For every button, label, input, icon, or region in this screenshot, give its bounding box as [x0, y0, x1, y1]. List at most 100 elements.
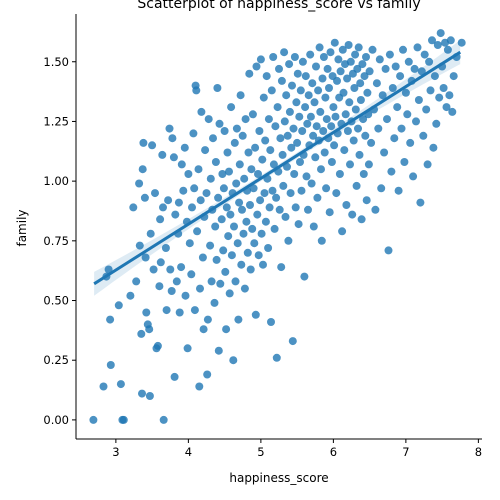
data-point — [255, 127, 264, 135]
data-point — [177, 160, 186, 169]
data-point — [435, 93, 444, 102]
data-point — [322, 184, 331, 193]
data-point — [346, 57, 355, 66]
data-point — [260, 189, 269, 198]
data-point — [114, 301, 123, 310]
data-point — [196, 196, 205, 205]
data-point — [377, 184, 386, 193]
data-point — [151, 189, 159, 198]
data-point — [229, 356, 238, 365]
data-point — [300, 272, 309, 281]
data-point — [279, 181, 288, 190]
data-point — [426, 86, 435, 95]
data-point — [346, 160, 354, 169]
data-point — [138, 165, 147, 174]
data-point — [161, 244, 170, 252]
data-point — [404, 57, 413, 66]
data-point — [267, 86, 276, 95]
data-point — [164, 196, 173, 205]
regression-line-layer — [93, 50, 462, 286]
data-point — [356, 96, 365, 104]
data-point — [179, 186, 188, 195]
data-point — [422, 105, 431, 114]
data-point — [138, 389, 146, 398]
data-point — [312, 122, 321, 131]
data-point — [207, 277, 216, 286]
data-point — [448, 107, 457, 116]
data-point — [439, 84, 448, 92]
x-axis-ticks: 3 4 5 6 7 8 — [112, 439, 482, 459]
data-point — [245, 69, 254, 78]
data-point — [175, 308, 184, 317]
data-point — [247, 165, 256, 174]
data-point — [310, 98, 319, 107]
data-point — [184, 170, 193, 178]
data-point — [226, 210, 235, 219]
data-point — [350, 84, 359, 92]
data-point — [428, 36, 436, 45]
data-point — [319, 127, 328, 135]
data-point — [219, 184, 228, 193]
data-point — [381, 64, 390, 73]
data-point — [119, 415, 128, 424]
data-point — [106, 315, 115, 324]
data-point — [261, 136, 270, 145]
data-point — [270, 224, 279, 233]
data-point — [199, 325, 208, 334]
data-point — [230, 138, 239, 147]
data-point — [338, 227, 347, 236]
data-point — [311, 153, 320, 162]
data-point — [307, 179, 316, 188]
data-point — [309, 222, 318, 231]
data-point — [282, 91, 291, 100]
data-point — [169, 153, 178, 162]
data-point — [342, 201, 351, 209]
data-point — [291, 203, 300, 212]
data-point — [198, 253, 207, 262]
data-point — [155, 282, 164, 291]
data-point — [384, 246, 393, 255]
x-tick-label: 3 — [112, 445, 119, 459]
data-point — [252, 62, 261, 71]
data-point — [233, 239, 242, 248]
data-point — [166, 265, 175, 274]
data-point — [293, 138, 302, 147]
y-tick-label: 0.25 — [43, 353, 69, 367]
data-point — [212, 255, 221, 264]
data-point — [189, 129, 198, 138]
data-point — [327, 122, 336, 131]
data-point — [269, 53, 278, 61]
data-point — [289, 124, 298, 133]
data-point — [180, 143, 189, 152]
data-point — [145, 392, 154, 400]
plot-area — [89, 29, 466, 424]
data-point — [423, 160, 432, 169]
data-point — [348, 210, 357, 219]
data-point — [396, 72, 405, 81]
data-point — [372, 79, 381, 88]
data-point — [220, 127, 229, 135]
data-point — [242, 217, 251, 226]
data-point — [258, 155, 267, 164]
data-point — [250, 239, 259, 248]
data-point — [335, 170, 344, 178]
data-point — [265, 203, 274, 212]
data-point — [397, 124, 406, 133]
data-point — [257, 229, 266, 238]
data-point — [306, 50, 315, 59]
data-point — [332, 189, 341, 198]
data-point — [254, 170, 262, 178]
data-point — [445, 91, 454, 100]
data-point — [171, 210, 180, 219]
data-point — [227, 251, 236, 260]
data-point — [288, 337, 297, 346]
data-point — [204, 115, 213, 124]
data-point — [352, 181, 361, 190]
data-point — [400, 158, 409, 166]
data-point — [183, 344, 192, 353]
chart-title: Scatterplot of happiness_score vs family — [137, 0, 420, 12]
data-point — [357, 215, 366, 224]
data-point — [330, 141, 339, 150]
data-point — [246, 265, 255, 274]
